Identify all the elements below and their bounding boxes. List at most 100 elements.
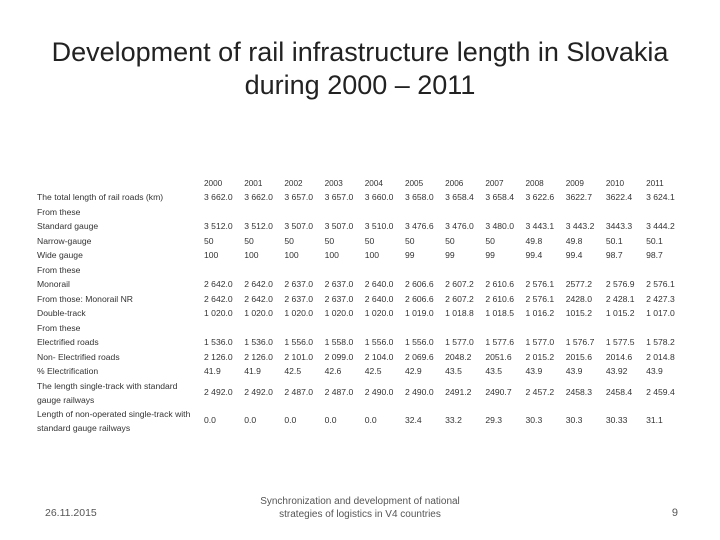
table-cell: 3622.7 — [565, 192, 592, 202]
table-cell: 2 069.6 — [404, 351, 434, 362]
table-cell: 43.9 — [646, 366, 663, 376]
slide-title-line-2: during 2000 – 2011 — [244, 70, 476, 100]
table-cell: 2 459.4 — [646, 387, 675, 398]
row-label: Narrow-gauge — [37, 235, 92, 246]
table-cell: 50.1 — [646, 235, 663, 246]
table-cell: 2 492.0 — [204, 387, 233, 398]
table-cell: 1 017.0 — [646, 308, 675, 318]
year-header-cell: 2009 — [565, 179, 584, 188]
table-cell: 50 — [324, 235, 335, 246]
table-cell: 3 622.6 — [525, 192, 555, 202]
table-cell: 3 507.0 — [284, 221, 314, 231]
year-header-row: 2000 2001 2002 2003 2004 2005 2006 2007 2008 2009… — [37, 178, 683, 190]
table-cell: 99.4 — [525, 250, 543, 260]
table-cell: 1 016.2 — [525, 308, 555, 318]
table-cell — [322, 205, 362, 220]
table-cell — [241, 205, 281, 220]
table-cell: 2 428.1 — [605, 293, 635, 304]
table-cell: 98.7 — [605, 250, 623, 260]
table-cell: 2 101.0 — [284, 351, 314, 362]
year-header-cell: 2001 — [244, 179, 263, 188]
table-cell: 2491.2 — [445, 387, 472, 398]
year-header-cell: 2007 — [485, 179, 504, 188]
table-row-monorail-nr: From those: Monorail NR 2 642.0 2 642.0 2 6… — [37, 292, 683, 307]
table-cell: 30.3 — [565, 415, 583, 426]
table-cell: 1 556.0 — [364, 337, 394, 347]
table-cell: 1 536.0 — [204, 337, 233, 347]
table-cell — [322, 321, 362, 336]
table-cell: 50 — [244, 235, 254, 246]
table-cell: 32.4 — [404, 415, 422, 426]
table-cell — [523, 205, 563, 220]
table-cell: 29.3 — [485, 415, 503, 426]
row-label: Monorail — [37, 279, 70, 289]
table-cell: 2 490.0 — [364, 387, 394, 398]
table-row-from-these-3: From these — [37, 321, 683, 336]
table-row-narrow: Narrow-gauge 50 50 50 50 50 50 50 50 49.8 49.8 50.1… — [37, 234, 683, 249]
row-label: Non- Electrified roads — [37, 351, 120, 362]
table-cell: 2 607.2 — [445, 279, 474, 289]
table-cell — [563, 321, 603, 336]
table-cell: 99 — [445, 250, 455, 260]
table-cell — [281, 321, 321, 336]
table-cell: 2 640.0 — [364, 293, 394, 304]
table-cell: 2 099.0 — [324, 351, 354, 362]
year-header-cell: 2000 — [204, 179, 223, 188]
row-label: Standard gauge — [37, 221, 99, 231]
table-cell: 100 — [284, 250, 299, 260]
table-cell: 43.9 — [565, 366, 583, 376]
table-cell: 1 577.6 — [485, 337, 514, 347]
table-cell: 0.0 — [244, 415, 257, 426]
table-cell: 1 019.0 — [404, 308, 434, 318]
table-cell: 0.0 — [324, 415, 337, 426]
table-cell: 3 444.2 — [646, 221, 675, 231]
table-cell — [281, 263, 321, 278]
table-cell: 2 576.9 — [605, 279, 635, 289]
table-cell: 1 020.0 — [204, 308, 233, 318]
table-cell — [523, 263, 563, 278]
table-cell — [241, 263, 281, 278]
table-cell: 2 642.0 — [204, 279, 233, 289]
table-row-pct-electrification: % Electrification 41.9 41.9 42.5 42.6 42.5 42.… — [37, 364, 683, 379]
table-cell: 31.1 — [646, 415, 663, 426]
table-cell: 100 — [244, 250, 259, 260]
table-row-single-track: The length single-track with standard ga… — [37, 379, 683, 407]
table-cell: 3622.4 — [605, 192, 633, 202]
table-cell: 2428.0 — [565, 293, 592, 304]
row-label: Electrified roads — [37, 337, 99, 347]
table-cell: 2 607.2 — [445, 293, 474, 304]
table-cell — [563, 205, 603, 220]
header-label-cell — [37, 178, 201, 190]
table-cell: 2 610.6 — [485, 279, 514, 289]
year-header-cell: 2003 — [324, 179, 343, 188]
table-cell: 1 577.0 — [445, 337, 474, 347]
table-cell: 3 660.0 — [364, 192, 394, 202]
table-cell: 2 492.0 — [244, 387, 273, 398]
row-label: The total length of rail roads (km) — [37, 192, 164, 202]
table-cell: 2 576.1 — [646, 279, 675, 289]
table-cell: 41.9 — [204, 366, 221, 376]
table-cell: 2 637.0 — [324, 293, 354, 304]
table-cell: 1 558.0 — [324, 337, 354, 347]
table-cell: 43.92 — [605, 366, 628, 376]
table-cell: 2 427.3 — [646, 293, 675, 304]
table-cell — [442, 263, 482, 278]
slide-title-line-1: Development of rail infrastructure lengt… — [51, 37, 669, 67]
table-cell: 2 642.0 — [244, 279, 273, 289]
table-cell: 2 126.0 — [204, 351, 233, 362]
table-cell: 2 576.1 — [525, 279, 555, 289]
table-cell: 3 657.0 — [324, 192, 354, 202]
table-cell: 0.0 — [284, 415, 297, 426]
table-row-non-operated: Length of non-operated single-track with… — [37, 407, 683, 435]
row-label: From these — [37, 322, 81, 333]
row-label: From these — [37, 264, 81, 275]
table-cell: 2 015.2 — [525, 351, 555, 362]
table-cell: 2 457.2 — [525, 387, 555, 398]
table-cell: 49.8 — [525, 235, 543, 246]
year-header-cell: 2002 — [284, 179, 303, 188]
table-cell: 3 658.4 — [485, 192, 514, 202]
table-cell — [281, 205, 321, 220]
table-cell: 50 — [204, 235, 214, 246]
table-cell: 50.1 — [605, 235, 623, 246]
table-cell: 43.5 — [485, 366, 503, 376]
